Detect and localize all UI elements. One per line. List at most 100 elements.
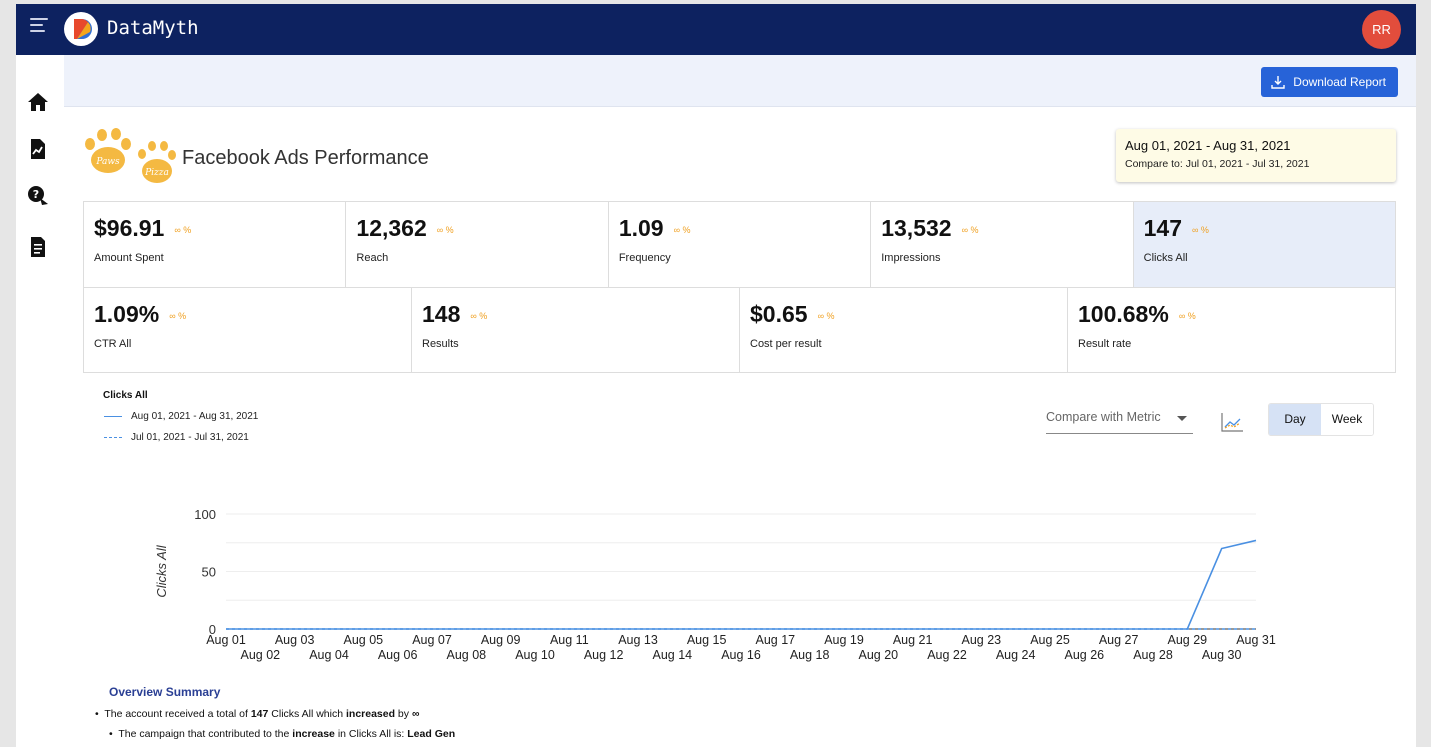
chevron-down-icon xyxy=(1177,416,1187,421)
x-tick-label: Aug 02 xyxy=(241,648,281,662)
download-report-label: Download Report xyxy=(1293,75,1386,89)
top-bar: DataMyth RR xyxy=(16,4,1416,55)
compare-metric-placeholder: Compare with Metric xyxy=(1046,410,1161,424)
svg-text:Paws: Paws xyxy=(95,157,120,167)
document-list-icon[interactable] xyxy=(26,235,50,259)
date-range-picker[interactable]: Aug 01, 2021 - Aug 31, 2021 Compare to: … xyxy=(1116,129,1396,182)
x-tick-label: Aug 08 xyxy=(447,648,487,662)
kpi-cost-per-result[interactable]: $0.65 ∞ % Cost per result xyxy=(740,288,1068,372)
left-nav-rail: ? xyxy=(16,55,64,747)
x-tick-label: Aug 20 xyxy=(859,648,899,662)
compare-metric-select[interactable]: Compare with Metric xyxy=(1046,410,1193,434)
x-tick-label: Aug 12 xyxy=(584,648,624,662)
report-trend-icon[interactable] xyxy=(26,137,50,161)
legend-previous[interactable]: Jul 01, 2021 - Jul 31, 2021 xyxy=(104,432,249,443)
kpi-ctr-all[interactable]: 1.09% ∞ % CTR All xyxy=(84,288,412,372)
kpi-change: ∞ % xyxy=(673,225,691,235)
page-title: Facebook Ads Performance xyxy=(182,147,429,169)
x-tick-label: Aug 18 xyxy=(790,648,830,662)
kpi-reach[interactable]: 12,362 ∞ % Reach xyxy=(346,202,609,287)
x-tick-label: Aug 13 xyxy=(618,633,658,647)
kpi-change: ∞ % xyxy=(961,225,979,235)
x-tick-label: Aug 27 xyxy=(1099,633,1139,647)
summary-line-1: • The account received a total of 147 Cl… xyxy=(95,708,420,720)
kpi-label: Result rate xyxy=(1078,338,1132,350)
kpi-label: Reach xyxy=(356,252,389,264)
legend-previous-label: Jul 01, 2021 - Jul 31, 2021 xyxy=(131,432,249,443)
x-tick-label: Aug 04 xyxy=(309,648,349,662)
kpi-label: Amount Spent xyxy=(94,252,164,264)
download-report-button[interactable]: Download Report xyxy=(1261,67,1398,97)
help-chat-icon[interactable]: ? xyxy=(26,184,50,208)
home-icon[interactable] xyxy=(26,90,50,114)
app-window: DataMyth RR ? Download Report Paws Pizza… xyxy=(16,4,1416,747)
kpi-row-1: $96.91 ∞ % Amount Spent 12,362 ∞ % Reach 1.0… xyxy=(84,202,1396,287)
x-tick-label: Aug 01 xyxy=(206,633,246,647)
kpi-amount-spent[interactable]: $96.91 ∞ % Amount Spent xyxy=(84,202,347,287)
datamyth-logo xyxy=(64,12,98,46)
x-tick-label: Aug 26 xyxy=(1065,648,1105,662)
kpi-change: ∞ % xyxy=(1192,225,1209,235)
legend-dashed-line xyxy=(104,437,122,438)
x-tick-label: Aug 23 xyxy=(962,633,1002,647)
kpi-row-2: 1.09% ∞ % CTR All 148 ∞ % Results $0.65 ∞ % Co… xyxy=(84,287,1395,372)
x-tick-label: Aug 21 xyxy=(893,633,933,647)
legend-solid-line xyxy=(104,416,122,417)
x-tick-label: Aug 05 xyxy=(344,633,384,647)
paws-pizza-logo: Paws Pizza xyxy=(85,128,176,183)
line-chart-icon[interactable] xyxy=(1219,410,1245,434)
kpi-change: ∞ % xyxy=(174,225,192,235)
x-tick-label: Aug 15 xyxy=(687,633,727,647)
menu-icon[interactable] xyxy=(30,18,48,38)
kpi-results[interactable]: 148 ∞ % Results xyxy=(412,288,740,372)
y-tick-label: 100 xyxy=(194,507,216,522)
x-tick-label: Aug 19 xyxy=(824,633,864,647)
x-tick-label: Aug 22 xyxy=(927,648,967,662)
kpi-label: Clicks All xyxy=(1143,252,1188,264)
y-axis-label: Clicks All xyxy=(154,544,169,597)
kpi-change: ∞ % xyxy=(436,225,454,235)
kpi-change: ∞ % xyxy=(817,311,835,321)
kpi-label: CTR All xyxy=(94,338,132,350)
x-tick-label: Aug 03 xyxy=(275,633,315,647)
x-tick-label: Aug 06 xyxy=(378,648,418,662)
kpi-value: 100.68% xyxy=(1078,301,1169,327)
kpi-change: ∞ % xyxy=(169,311,187,321)
granularity-toggle: Day Week xyxy=(1268,403,1374,436)
x-tick-label: Aug 17 xyxy=(756,633,796,647)
x-tick-label: Aug 28 xyxy=(1133,648,1173,662)
x-tick-label: Aug 31 xyxy=(1236,633,1276,647)
x-tick-label: Aug 25 xyxy=(1030,633,1070,647)
kpi-clicks-all[interactable]: 147 ∞ % Clicks All xyxy=(1133,202,1396,287)
y-tick-label: 0 xyxy=(209,622,216,637)
download-icon xyxy=(1271,76,1285,89)
action-bar: Download Report xyxy=(64,55,1416,107)
x-tick-label: Aug 11 xyxy=(550,633,589,647)
compare-range-value: Compare to: Jul 01, 2021 - Jul 31, 2021 xyxy=(1125,158,1310,170)
x-tick-label: Aug 24 xyxy=(996,648,1036,662)
user-avatar[interactable]: RR xyxy=(1362,10,1401,49)
summary-line-2: • The campaign that contributed to the i… xyxy=(109,728,456,740)
toggle-day[interactable]: Day xyxy=(1269,404,1321,435)
kpi-change: ∞ % xyxy=(470,311,488,321)
kpi-label: Impressions xyxy=(881,252,941,264)
legend-current-label: Aug 01, 2021 - Aug 31, 2021 xyxy=(131,411,259,422)
kpi-value: $0.65 xyxy=(750,301,808,327)
x-tick-label: Aug 16 xyxy=(721,648,761,662)
toggle-week[interactable]: Week xyxy=(1321,404,1373,435)
kpi-grid: $96.91 ∞ % Amount Spent 12,362 ∞ % Reach 1.0… xyxy=(83,201,1396,373)
kpi-result-rate[interactable]: 100.68% ∞ % Result rate xyxy=(1068,288,1395,372)
kpi-label: Results xyxy=(422,338,459,350)
kpi-frequency[interactable]: 1.09 ∞ % Frequency xyxy=(609,202,872,287)
legend-current[interactable]: Aug 01, 2021 - Aug 31, 2021 xyxy=(104,411,258,422)
x-tick-label: Aug 10 xyxy=(515,648,555,662)
kpi-impressions[interactable]: 13,532 ∞ % Impressions xyxy=(871,202,1134,287)
x-tick-label: Aug 14 xyxy=(653,648,693,662)
kpi-value: 13,532 xyxy=(881,215,952,241)
chart-title: Clicks All xyxy=(103,390,148,401)
kpi-value: $96.91 xyxy=(94,215,165,241)
kpi-value: 12,362 xyxy=(356,215,427,241)
kpi-value: 148 xyxy=(422,301,461,327)
x-tick-label: Aug 07 xyxy=(412,633,452,647)
